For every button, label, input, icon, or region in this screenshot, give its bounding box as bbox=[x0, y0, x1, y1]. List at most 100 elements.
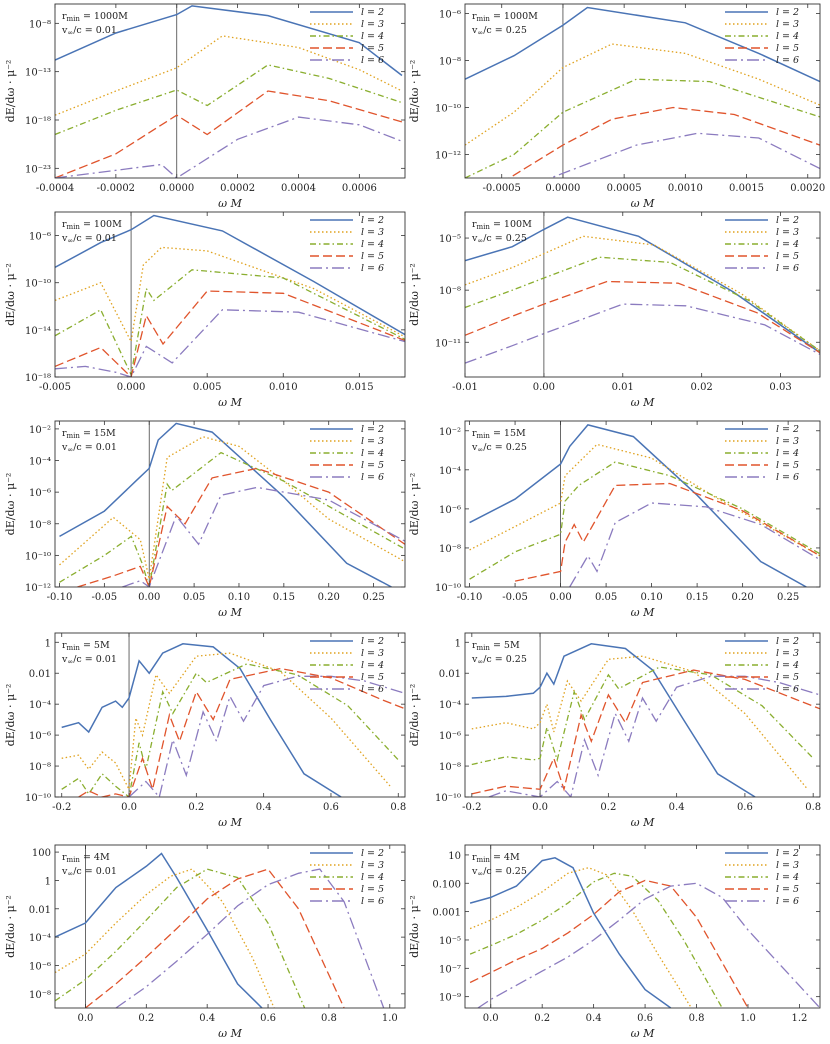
x-tick-label: 0.8 bbox=[689, 1013, 705, 1024]
x-tick-label: 0.4 bbox=[669, 802, 685, 813]
x-tick-label: 0.0010 bbox=[668, 183, 703, 194]
rmin-symbol: r bbox=[62, 219, 67, 230]
x-tick-label: -0.05 bbox=[92, 592, 118, 603]
velocity-annotation: v∞/c = 0.25 bbox=[471, 654, 527, 666]
legend-label: l = 4 bbox=[776, 448, 799, 459]
series-line-l6 bbox=[465, 303, 820, 364]
legend-label: l = 6 bbox=[361, 896, 384, 907]
plot-frame bbox=[54, 844, 406, 1009]
legend: l = 2l = 3l = 4l = 5l = 6 bbox=[725, 7, 799, 66]
x-tick-label: 0.0 bbox=[121, 802, 137, 813]
series-line-l2 bbox=[55, 852, 263, 1008]
series-line-l2 bbox=[59, 422, 392, 587]
x-axis-label: ω M bbox=[218, 197, 242, 210]
rmin-subscript: min bbox=[477, 644, 491, 652]
x-axis-label: ω M bbox=[631, 197, 655, 210]
rmin-annotation: rmin = 100M bbox=[472, 219, 532, 231]
series-line-l5 bbox=[508, 106, 820, 178]
plot-frame bbox=[464, 3, 821, 179]
x-tick-label: 0.00 bbox=[138, 592, 160, 603]
x-tick-label: 0.03 bbox=[769, 382, 791, 393]
panel-r5c1: 0.0 0.2 0.4 0.6 0.8 1.0 100 1 0.01 10⁻⁴ 10⁻⁶ 10⁻⁸ ω … bbox=[4, 844, 406, 1040]
series-line-l5 bbox=[469, 879, 749, 1008]
x-tick-label: 0.05 bbox=[595, 592, 617, 603]
velocity-annotation: v∞/c = 0.25 bbox=[471, 442, 527, 454]
legend-label: l = 5 bbox=[361, 460, 384, 471]
velocity-annotation: v∞/c = 0.01 bbox=[61, 442, 117, 454]
legend-label: l = 3 bbox=[361, 860, 384, 871]
y-tick-label: 100 bbox=[32, 848, 51, 859]
y-axis-label: dE/dω · μ⁻² bbox=[408, 473, 421, 536]
series-line-l4 bbox=[471, 666, 814, 766]
velocity-symbol: v bbox=[61, 25, 68, 36]
x-tick-label: 0.000 bbox=[117, 382, 146, 393]
x-axis-label: ω M bbox=[218, 396, 242, 409]
x-tick-label: 0.6 bbox=[260, 1013, 276, 1024]
velocity-annotation: v∞/c = 0.01 bbox=[61, 233, 117, 245]
legend-label: l = 6 bbox=[361, 472, 384, 483]
velocity-symbol: v bbox=[471, 25, 478, 36]
panel-r3c2: -0.10 -0.05 0.00 0.05 0.10 0.15 0.20 0.25 10⁻² 10… bbox=[408, 420, 821, 619]
x-axis-label: ω M bbox=[631, 1027, 655, 1040]
x-tick-label: 0.01 bbox=[612, 382, 634, 393]
rmin-symbol: r bbox=[472, 852, 477, 863]
x-tick-label: -0.2 bbox=[462, 802, 481, 813]
x-tick-label: 1.0 bbox=[382, 1013, 398, 1024]
plot-frame bbox=[54, 420, 406, 588]
legend-label: l = 6 bbox=[776, 684, 799, 695]
series-line-l3 bbox=[465, 235, 820, 352]
velocity-subscript: ∞ bbox=[477, 870, 483, 878]
velocity-symbol: v bbox=[471, 233, 478, 244]
rmin-annotation: rmin = 4M bbox=[472, 852, 520, 864]
legend-label: l = 3 bbox=[361, 648, 384, 659]
x-tick-label: -0.2 bbox=[52, 802, 71, 813]
velocity-value: /c = 0.01 bbox=[73, 654, 117, 665]
series-line-l3 bbox=[469, 867, 692, 1008]
series-line-l6 bbox=[477, 882, 820, 1008]
x-tick-label: 0.0000 bbox=[159, 183, 194, 194]
x-tick-label: 0.4 bbox=[586, 1013, 602, 1024]
y-tick-label: 10⁻⁶ bbox=[439, 505, 461, 516]
velocity-symbol: v bbox=[61, 233, 68, 244]
y-tick-label: 10⁻¹⁰ bbox=[435, 583, 461, 594]
velocity-symbol: v bbox=[61, 866, 68, 877]
series-line-l3 bbox=[55, 246, 405, 344]
series-line-l6 bbox=[55, 116, 403, 178]
x-tick-label: 0.010 bbox=[269, 382, 298, 393]
series-line-l6 bbox=[122, 486, 405, 587]
x-tick-label: -0.0004 bbox=[36, 183, 74, 194]
legend-label: l = 6 bbox=[361, 263, 384, 274]
rmin-symbol: r bbox=[62, 428, 67, 439]
x-tick-label: 0.10 bbox=[640, 592, 662, 603]
legend-label: l = 3 bbox=[361, 227, 384, 238]
velocity-value: /c = 0.01 bbox=[73, 442, 117, 453]
velocity-value: /c = 0.25 bbox=[483, 654, 527, 665]
legend-label: l = 5 bbox=[776, 672, 799, 683]
legend-label: l = 3 bbox=[361, 436, 384, 447]
y-tick-label: 10⁻⁸ bbox=[29, 990, 51, 1001]
y-tick-label: 10⁻⁸ bbox=[439, 56, 461, 67]
velocity-subscript: ∞ bbox=[67, 658, 73, 666]
series-line-l4 bbox=[61, 663, 399, 797]
x-axis-label: ω M bbox=[218, 816, 242, 829]
rmin-annotation: rmin = 1000M bbox=[62, 11, 128, 23]
series-line-l2 bbox=[55, 214, 405, 336]
y-tick-label: 10⁻⁶ bbox=[29, 961, 51, 972]
legend-label: l = 6 bbox=[776, 896, 799, 907]
y-tick-label: 10⁻⁴ bbox=[29, 700, 51, 711]
velocity-subscript: ∞ bbox=[67, 237, 73, 245]
plot-frame bbox=[54, 211, 406, 378]
velocity-annotation: v∞/c = 0.25 bbox=[471, 25, 527, 37]
x-tick-label: -0.0005 bbox=[483, 183, 521, 194]
y-axis-label: dE/dω · μ⁻² bbox=[408, 895, 421, 958]
x-tick-label: 0.0005 bbox=[607, 183, 642, 194]
rmin-value: = 15M bbox=[80, 428, 116, 439]
y-axis-label: dE/dω · μ⁻² bbox=[408, 684, 421, 747]
legend-label: l = 5 bbox=[776, 884, 799, 895]
x-tick-label: 0.10 bbox=[228, 592, 250, 603]
rmin-value: = 15M bbox=[490, 428, 526, 439]
rmin-symbol: r bbox=[472, 640, 477, 651]
velocity-subscript: ∞ bbox=[477, 446, 483, 454]
x-tick-label: 0.0 bbox=[483, 1013, 499, 1024]
legend-label: l = 5 bbox=[361, 672, 384, 683]
